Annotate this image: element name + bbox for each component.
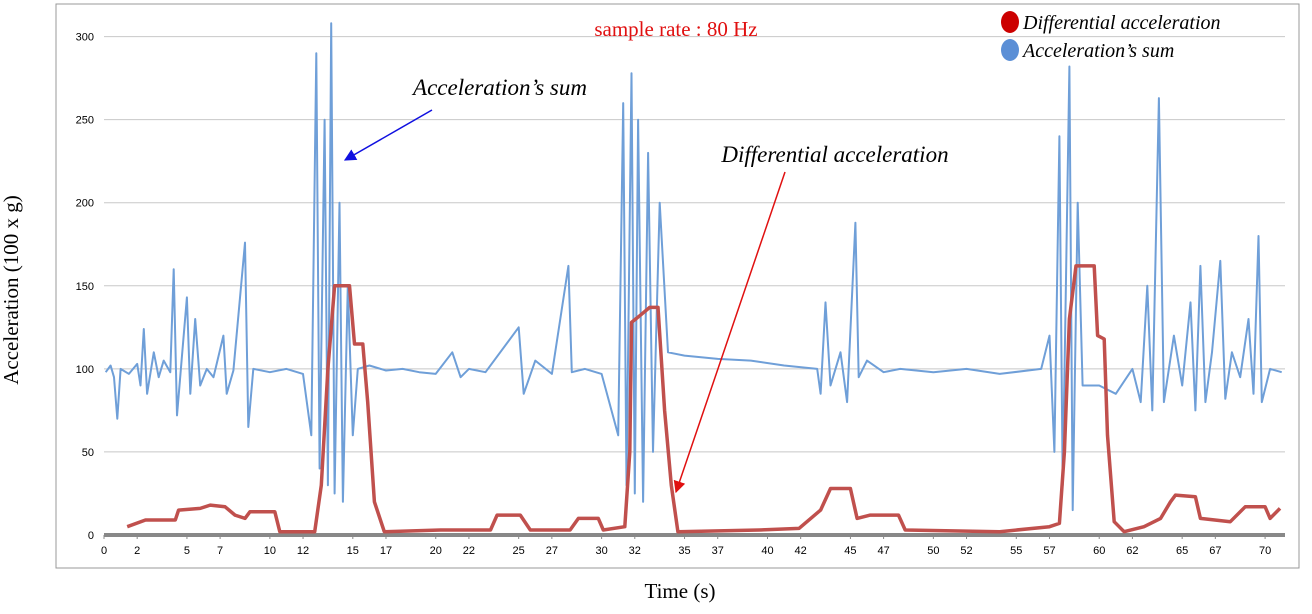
y-tick-label: 50 [82,447,94,459]
x-tick-label: 12 [297,545,309,557]
y-axis-title: Acceleration (100 x g) [0,195,23,385]
x-tick-label: 57 [1043,545,1055,557]
x-tick-label: 25 [513,545,525,557]
annotation-arrow [673,171,786,494]
annotation-arrow [343,109,433,161]
x-tick-label: 42 [795,545,807,557]
y-tick-label: 150 [76,281,94,293]
x-tick-label: 27 [546,545,558,557]
x-tick-label: 70 [1259,545,1271,557]
y-tick-label: 300 [76,32,94,44]
series-line [126,264,1282,534]
legend: Differential acceleration Acceleration’s … [1001,11,1221,62]
x-tick-label: 37 [712,545,724,557]
y-tick-label: 250 [76,115,94,127]
x-tick-label: 0 [101,545,107,557]
x-tick-label: 55 [1010,545,1022,557]
x-tick-label: 22 [463,545,475,557]
x-tick-label: 62 [1126,545,1138,557]
y-tick-label: 200 [76,198,94,210]
annotation: Differential acceleration [720,142,948,167]
x-tick-label: 15 [347,545,359,557]
x-axis-title: Time (s) [645,579,716,603]
x-tick-label: 10 [264,545,276,557]
x-tick-label: 52 [960,545,972,557]
x-tick-label: 65 [1176,545,1188,557]
legend-marker [1001,39,1019,61]
x-tick-label: 67 [1209,545,1221,557]
x-tick-label: 5 [184,545,190,557]
x-tick-label: 7 [217,545,223,557]
annotation: sample rate : 80 Hz [594,17,757,41]
x-tick-label: 47 [877,545,889,557]
x-tick-label: 50 [927,545,939,557]
x-tick-label: 17 [380,545,392,557]
series-line [104,22,1282,512]
y-tick-label: 100 [76,364,94,376]
y-tick-label: 0 [88,530,94,542]
x-tick-label: 40 [761,545,773,557]
legend-label: Acceleration’s sum [1021,40,1174,62]
legend-marker [1001,11,1019,33]
x-tick-label: 45 [844,545,856,557]
x-tick-label: 60 [1093,545,1105,557]
x-tick-label: 35 [678,545,690,557]
marks [104,22,1282,534]
legend-label: Differential acceleration [1022,12,1221,34]
annotation: Acceleration’s sum [411,75,587,100]
plot-border [55,3,1300,569]
x-tick-label: 30 [595,545,607,557]
x-tick-label: 20 [430,545,442,557]
x-tick-label: 32 [629,545,641,557]
x-tick-label: 2 [134,545,140,557]
